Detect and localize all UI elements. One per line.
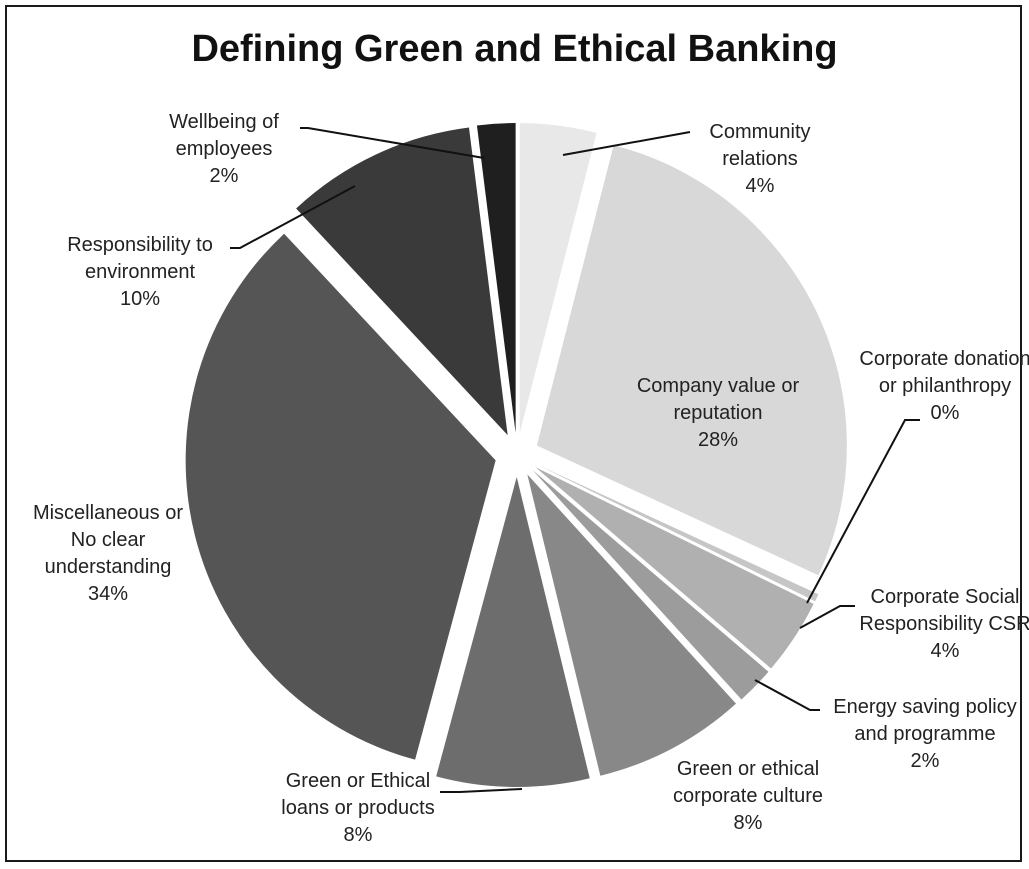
pie-slice [527, 474, 736, 776]
slice-percent-label: 8% [734, 812, 763, 834]
slice-category-label: No clear [71, 529, 146, 551]
slice-category-label: or philanthropy [879, 375, 1011, 397]
slice-label: Community relations 4% [709, 121, 810, 197]
pie-slice [476, 123, 516, 434]
slice-percent-label: 2% [210, 165, 239, 187]
pie-slice [532, 470, 769, 700]
slice-category-label: reputation [674, 402, 763, 424]
slice-category-label: Community [709, 121, 810, 143]
slice-percent-label: 4% [746, 175, 775, 197]
slice-category-label: relations [722, 148, 798, 170]
slice-category-label: Corporate donation [859, 348, 1029, 370]
slice-percent-label: 10% [120, 288, 160, 310]
slice-percent-label: 2% [911, 750, 940, 772]
leader-line [440, 788, 523, 793]
slice-label: Energy saving policy and programme 2% [833, 696, 1016, 772]
pie-slice [185, 233, 496, 760]
pie-slice [296, 127, 508, 436]
slice-category-label: Green or Ethical [286, 770, 431, 792]
slice-label: Green or Ethical loans or products 8% [281, 770, 434, 846]
leader-line [799, 605, 855, 629]
pie-slice [536, 464, 819, 602]
slice-percent-label: 34% [88, 583, 128, 605]
slice-category-label: Responsibility to [67, 234, 213, 256]
slice-category-label: employees [176, 138, 273, 160]
slice-label: Responsibility to environment 10% [67, 234, 213, 310]
slice-percent-label: 0% [931, 402, 960, 424]
pie-slice [519, 123, 597, 434]
slice-category-label: corporate culture [673, 785, 823, 807]
slice-label: Corporate donation or philanthropy 0% [859, 348, 1029, 424]
leader-line [300, 127, 485, 159]
slice-category-label: understanding [45, 556, 172, 578]
slice-category-label: Wellbeing of [169, 111, 279, 133]
slice-category-label: Miscellaneous or [33, 502, 183, 524]
slice-label: Corporate Social Responsibility CSR 4% [859, 586, 1029, 662]
leader-line [806, 419, 920, 604]
slice-category-label: Company value or [637, 375, 800, 397]
slice-category-label: Energy saving policy [833, 696, 1016, 718]
slice-percent-label: 8% [344, 824, 373, 846]
slice-category-label: loans or products [281, 797, 434, 819]
slice-label: Green or ethical corporate culture 8% [673, 758, 823, 834]
slice-label: Company value or reputation 28% [637, 375, 800, 451]
slice-label: Wellbeing of employees 2% [169, 111, 279, 187]
pie-slice [436, 476, 590, 787]
slice-category-label: environment [85, 261, 196, 283]
slice-percent-label: 4% [931, 640, 960, 662]
slice-category-label: Responsibility CSR [859, 613, 1029, 635]
slice-label: Miscellaneous or No clear understanding 34% [33, 502, 183, 605]
pie-slice [536, 145, 847, 576]
slice-percent-label: 28% [698, 429, 738, 451]
slice-category-label: and programme [854, 723, 995, 745]
chart-title: Defining Green and Ethical Banking [191, 28, 838, 70]
pie-slice [535, 467, 814, 669]
slice-category-label: Corporate Social [871, 586, 1020, 608]
leader-line [230, 185, 356, 249]
leader-line [754, 679, 820, 711]
slice-category-label: Green or ethical [677, 758, 819, 780]
leader-line [562, 131, 691, 156]
